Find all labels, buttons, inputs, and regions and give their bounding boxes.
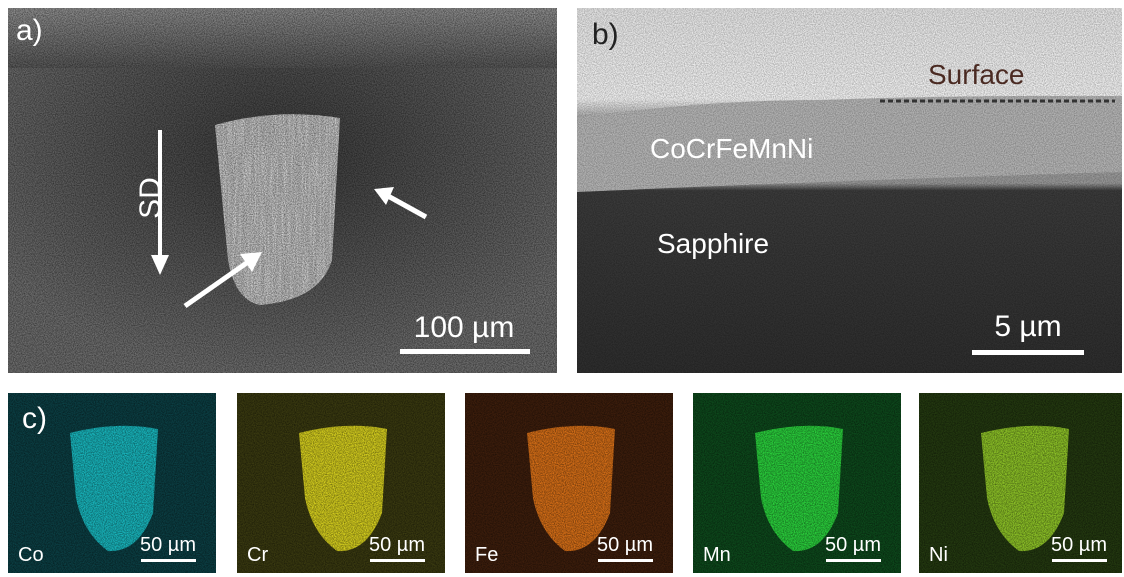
element-label: Ni (929, 544, 948, 566)
scale-bar (598, 559, 653, 562)
scale-bar-label: 5 µm (994, 310, 1061, 343)
eds-map: Fe 50 µm (465, 393, 673, 573)
scale-bar (141, 559, 196, 562)
panel-b: b) Surface CoCrFeMnNi Sapphire 5 µm (577, 8, 1122, 373)
element-label: Co (18, 544, 44, 566)
panel-label: a) (16, 14, 43, 47)
substrate-label: Sapphire (657, 228, 769, 259)
layer-label: CoCrFeMnNi (650, 133, 813, 164)
element-label: Cr (247, 544, 268, 566)
panel-c: Co 50 µm Cr 50 µm Fe 50 µm Mn 50 µm Ni 50 µm c) (8, 393, 1122, 573)
panel-label: c) (22, 402, 47, 435)
page: a) SD 100 µm b) Surface CoCrFeMnNi Sapph… (0, 0, 1124, 577)
scale-bar (972, 350, 1084, 355)
eds-map: Cr 50 µm (237, 393, 445, 573)
scale-bar-label: 50 µm (140, 534, 196, 556)
scale-bar (370, 559, 425, 562)
scale-bar (1052, 559, 1107, 562)
scale-bar-label: 50 µm (369, 534, 425, 556)
panel-label: b) (592, 18, 619, 51)
element-label: Mn (703, 544, 731, 566)
panel-a: a) SD 100 µm (8, 8, 557, 373)
scale-bar (826, 559, 881, 562)
figure: a) SD 100 µm b) Surface CoCrFeMnNi Sapph… (0, 0, 1124, 577)
scale-bar-label: 50 µm (825, 534, 881, 556)
surface-label: Surface (928, 59, 1025, 90)
eds-map: Mn 50 µm (693, 393, 901, 573)
scale-bar (400, 349, 530, 354)
scale-bar-label: 100 µm (414, 311, 515, 344)
scale-bar-label: 50 µm (597, 534, 653, 556)
element-label: Fe (475, 544, 498, 566)
eds-map: Ni 50 µm (919, 393, 1122, 573)
scale-bar-label: 50 µm (1051, 534, 1107, 556)
